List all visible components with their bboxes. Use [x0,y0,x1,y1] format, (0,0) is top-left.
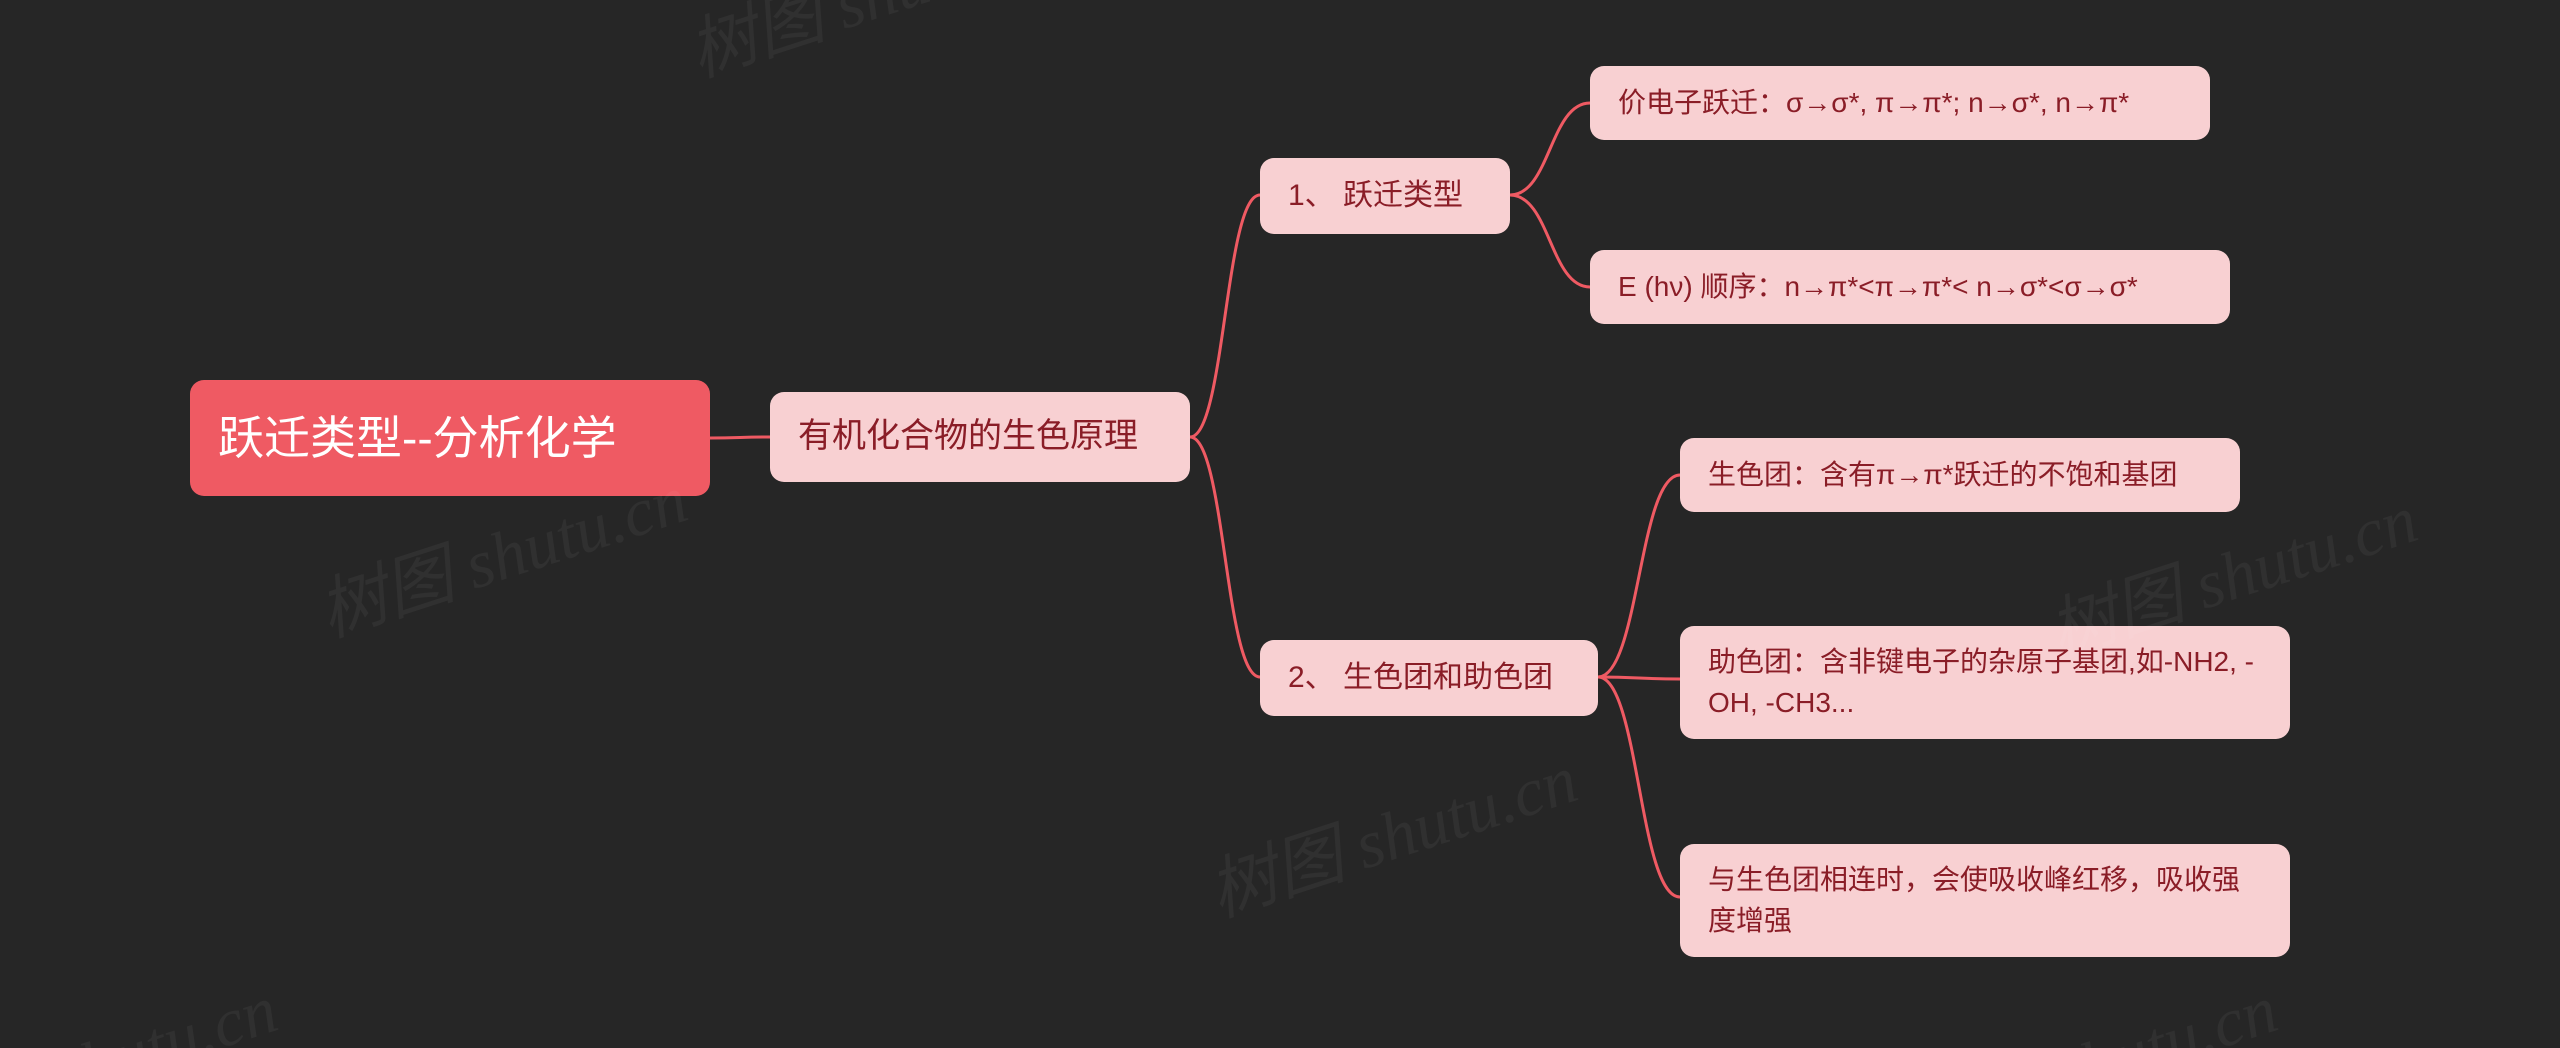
branch-a-label: 1、 跃迁类型 [1288,174,1463,218]
root-node: 跃迁类型--分析化学 [190,380,710,496]
branch-b-leaf-0: 生色团：含有π→π*跃迁的不饱和基团 [1680,438,2240,512]
branch-b-leaf-2: 与生色团相连时，会使吸收峰红移，吸收强度增强 [1680,844,2290,957]
mindmap-canvas: 跃迁类型--分析化学 有机化合物的生色原理 1、 跃迁类型 价电子跃迁：σ→σ*… [0,0,2560,1048]
root-label: 跃迁类型--分析化学 [218,405,617,472]
branch-a-node: 1、 跃迁类型 [1260,158,1510,234]
branch-a-leaf-1-label: E (hν) 顺序：n→π*<π→π*< n→σ*<σ→σ* [1618,267,2138,308]
branch-b-leaf-2-label: 与生色团相连时，会使吸收峰红移，吸收强度增强 [1708,860,2262,941]
branch-b-node: 2、 生色团和助色团 [1260,640,1598,716]
branch-a-leaf-0-label: 价电子跃迁：σ→σ*, π→π*; n→σ*, n→π* [1618,83,2129,124]
watermark-text: 树图 shutu.cn [1194,723,1587,935]
level1-label: 有机化合物的生色原理 [798,412,1138,461]
branch-b-leaf-0-label: 生色团：含有π→π*跃迁的不饱和基团 [1708,455,2178,496]
watermark-text: 树图 shutu.cn [0,953,288,1048]
branch-a-leaf-0: 价电子跃迁：σ→σ*, π→π*; n→σ*, n→π* [1590,66,2210,140]
branch-b-leaf-1: 助色团：含非键电子的杂原子基团,如-NH2, -OH, -CH3... [1680,626,2290,739]
branch-a-leaf-1: E (hν) 顺序：n→π*<π→π*< n→σ*<σ→σ* [1590,250,2230,324]
branch-b-label: 2、 生色团和助色团 [1288,656,1553,700]
watermark-text: 树图 shutu.cn [1894,953,2287,1048]
watermark-text: 树图 shutu.cn [674,0,1067,96]
branch-b-leaf-1-label: 助色团：含非键电子的杂原子基团,如-NH2, -OH, -CH3... [1708,642,2262,723]
level1-node: 有机化合物的生色原理 [770,392,1190,482]
